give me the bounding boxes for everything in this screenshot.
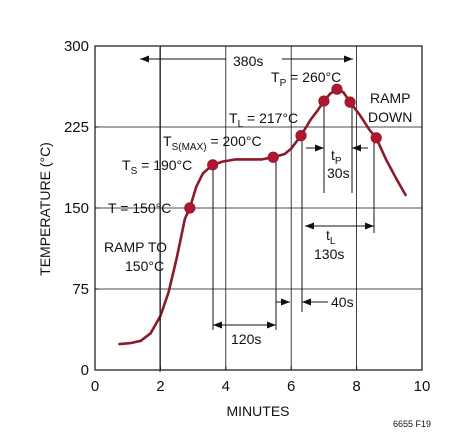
profile-point-3	[267, 151, 279, 163]
y-tick-label-0: 0	[81, 362, 89, 379]
profile-point-5	[318, 95, 330, 107]
tp-time-value: 30s	[327, 165, 350, 181]
tp-label-rest: = 260°C	[286, 69, 341, 85]
profile-point-6	[331, 83, 343, 95]
tl-label-main: T	[229, 110, 238, 126]
y-tick-label-75: 75	[72, 281, 89, 298]
ts-label-sub: S	[131, 166, 138, 177]
tp-label-sub: P	[280, 78, 287, 89]
tsmax-label: TS(MAX) = 200°C	[163, 133, 262, 153]
tl-right-arrow	[365, 222, 374, 230]
ramp-to-label-1: RAMP TO	[104, 239, 167, 255]
y-tick-label-300: 300	[64, 38, 89, 55]
total-span-left-arrow	[140, 55, 149, 63]
axis-ticks: 0 2 4 6 8 10 0 75 150 225 300	[64, 38, 430, 395]
tl-label: TL = 217°C	[229, 110, 298, 130]
ts-label-main: T	[122, 157, 131, 173]
tl-time-label-main: t	[326, 227, 330, 243]
figure-id: 6655 F19	[393, 419, 431, 429]
profile-point-4	[295, 130, 307, 142]
tp-time-label-main: t	[331, 147, 335, 163]
d120-right-arrow	[267, 321, 276, 329]
curve-layer	[118, 87, 407, 346]
x-tick-label-10: 10	[414, 378, 431, 395]
ramp-down-label-2: DOWN	[368, 109, 412, 125]
tsmax-label-main: T	[163, 133, 172, 149]
y-tick-label-150: 150	[64, 200, 89, 217]
ramp-to-label-2: 150°C	[125, 258, 164, 274]
d40-right-arrow	[302, 298, 311, 306]
d40-left-arrow	[281, 298, 290, 306]
profile-point-8	[370, 132, 382, 144]
tl-time-value: 130s	[314, 246, 344, 262]
tl-time-label: tL	[326, 227, 336, 247]
tp-time-label: tP	[331, 147, 342, 167]
tp-label: TP = 260°C	[271, 69, 341, 89]
d120-left-arrow	[213, 321, 222, 329]
ts-label-rest: = 190°C	[137, 157, 192, 173]
tl-label-rest: = 217°C	[243, 110, 298, 126]
profile-point-7	[344, 96, 356, 108]
data-points	[184, 83, 382, 214]
x-axis-label: MINUTES	[227, 403, 290, 419]
t150-label: T = 150°C	[108, 200, 171, 216]
tp-left-arrow	[315, 144, 324, 152]
total-time-label: 380s	[233, 53, 263, 69]
x-tick-label-4: 4	[222, 378, 230, 395]
profile-point-1	[184, 202, 196, 214]
profile-point-2	[207, 159, 219, 171]
tp-time-label-sub: P	[335, 156, 342, 167]
temperature-curve	[118, 87, 407, 346]
x-tick-label-6: 6	[287, 378, 295, 395]
x-tick-label-8: 8	[352, 378, 360, 395]
annotation-lines	[140, 47, 375, 372]
ramp-down-label-1: RAMP	[370, 90, 410, 106]
x-tick-label-0: 0	[91, 378, 99, 395]
x-tick-label-2: 2	[156, 378, 164, 395]
d40-label: 40s	[331, 294, 354, 310]
y-axis-label: TEMPERATURE (°C)	[37, 142, 53, 276]
ts-label: TS = 190°C	[122, 157, 192, 177]
y-tick-label-225: 225	[64, 119, 89, 136]
tl-time-label-sub: L	[330, 236, 336, 247]
tsmax-label-rest: = 200°C	[207, 133, 262, 149]
tl-label-sub: L	[238, 119, 244, 130]
tp-right-arrow	[352, 144, 361, 152]
total-span-right-arrow	[344, 55, 353, 63]
tsmax-label-sub: S(MAX)	[172, 142, 207, 153]
d120-label: 120s	[231, 331, 261, 347]
tp-label-main: T	[271, 69, 280, 85]
tl-left-arrow	[305, 222, 314, 230]
